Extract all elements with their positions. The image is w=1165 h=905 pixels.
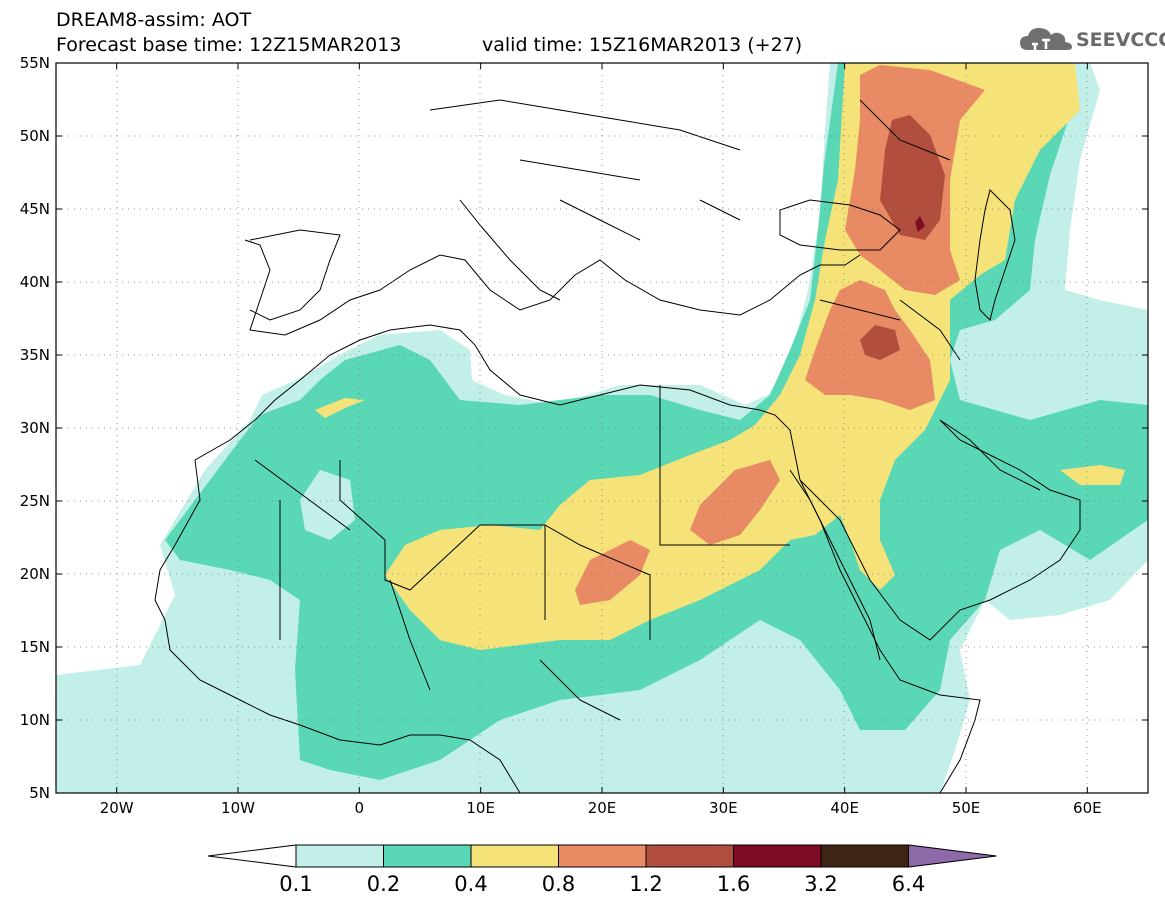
x-tick-label: 60E — [1073, 799, 1102, 817]
africa-coast — [194, 324, 981, 793]
graticule — [56, 63, 1148, 793]
colorbar-box — [295, 844, 384, 868]
coastlines — [154, 99, 1081, 793]
arabia-coast — [799, 419, 1081, 641]
x-tick-label: 30E — [709, 799, 738, 817]
y-tick-label: 30N — [20, 419, 50, 437]
red-sea-coast — [789, 469, 881, 661]
x-tick-label: 10W — [221, 799, 255, 817]
valid-time-value: 15Z16MAR2013 (+27) — [588, 34, 803, 56]
borders-europe — [429, 99, 961, 361]
colorbar-box — [820, 844, 909, 868]
y-tick-label: 50N — [20, 127, 50, 145]
y-tick-label: 40N — [20, 273, 50, 291]
x-tick-label: 10E — [466, 799, 495, 817]
seevccc-logo: SEEVCCC — [1018, 24, 1165, 56]
colorbar-box — [470, 844, 559, 868]
colorbar-box — [558, 844, 647, 868]
axis-ticks: 20W 10W 0 10E 20E 30E 40E 50E 60E 55N 50N 45N 40N 35N… — [20, 54, 1148, 817]
base-time-value: 12Z15MAR2013 — [249, 34, 402, 56]
colorbar-label: 1.2 — [629, 872, 662, 896]
west-africa-coast — [154, 459, 521, 793]
map-title: DREAM8-assim: AOT — [56, 9, 252, 31]
colorbar-box — [383, 844, 472, 868]
valid-time-label: valid time: — [482, 34, 583, 56]
colorbar: 0.1 0.2 0.4 0.8 1.2 1.6 3.2 6.4 — [207, 844, 997, 896]
y-tick-label: 55N — [20, 54, 50, 72]
colorbar-label: 0.2 — [367, 872, 400, 896]
x-tick-label: 50E — [952, 799, 981, 817]
y-tick-label: 15N — [20, 638, 50, 656]
aot-band-0.1-west — [300, 470, 355, 540]
time-info: Forecast base time: 12Z15MAR2013 valid tim… — [56, 34, 802, 56]
aot-band-0.4-morocco — [315, 398, 365, 418]
y-tick-label: 5N — [29, 784, 50, 802]
colorbar-label: 0.8 — [542, 872, 575, 896]
x-tick-label: 20W — [100, 799, 134, 817]
colorbar-label: 0.4 — [454, 872, 487, 896]
valid-time: valid time: 15Z16MAR2013 (+27) — [482, 34, 802, 56]
borders-africa — [254, 385, 790, 721]
gulf-coast — [939, 419, 1041, 491]
logo-text: SEEVCCC — [1076, 29, 1165, 51]
colorbar-box — [733, 844, 822, 868]
colorbar-box — [645, 844, 734, 868]
aot-band-1.6 — [915, 216, 925, 232]
x-tick-label: 0 — [355, 799, 365, 817]
colorbar-under-triangle — [207, 844, 297, 868]
aot-band-0.8 — [575, 540, 650, 605]
italy-coast — [459, 199, 561, 301]
y-tick-label: 20N — [20, 565, 50, 583]
x-tick-label: 40E — [830, 799, 859, 817]
colorbar-label: 1.6 — [717, 872, 750, 896]
y-tick-label: 10N — [20, 711, 50, 729]
aot-band-0.8-egypt — [690, 460, 780, 545]
black-sea-coast — [779, 199, 901, 251]
y-tick-label: 45N — [20, 200, 50, 218]
colorbar-label: 3.2 — [804, 872, 837, 896]
base-time-label: Forecast base time: — [56, 34, 244, 56]
y-tick-label: 35N — [20, 346, 50, 364]
colorbar-over-triangle — [908, 844, 997, 868]
colorbar-label: 0.1 — [279, 872, 312, 896]
aot-band-1.2-south — [860, 325, 900, 360]
caspian-coast — [974, 189, 1016, 321]
europe-coast — [244, 239, 861, 336]
y-tick-label: 25N — [20, 492, 50, 510]
iberia-coast — [249, 229, 341, 321]
x-tick-label: 20E — [588, 799, 617, 817]
cloud-icon — [1020, 28, 1072, 50]
colorbar-label: 6.4 — [892, 872, 925, 896]
aot-band-0.4-gulf — [1060, 465, 1125, 485]
